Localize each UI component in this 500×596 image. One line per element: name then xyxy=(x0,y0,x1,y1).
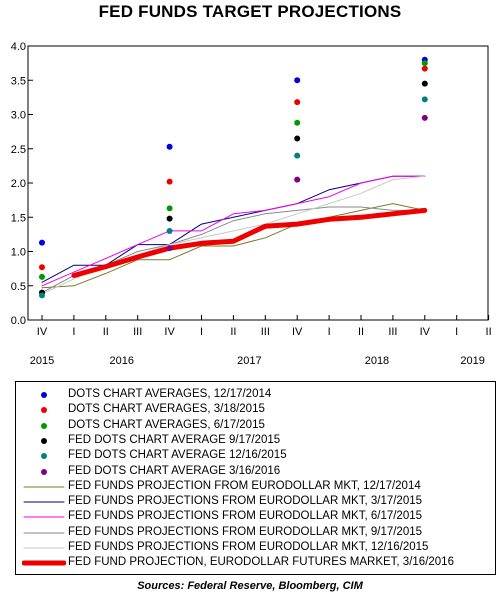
dot-point-series-4 xyxy=(166,215,173,222)
legend-item: DOTS CHART AVERAGES, 6/17/2015 xyxy=(16,418,495,434)
x-quarter-label: IV xyxy=(420,326,431,338)
legend-item: FED FUNDS PROJECTIONS FROM EURODOLLAR MK… xyxy=(16,494,495,510)
legend-dot-marker xyxy=(41,422,47,429)
y-tick-label: 4.0 xyxy=(11,41,26,53)
series-line-3 xyxy=(41,175,426,287)
legend-item: DOTS CHART AVERAGES, 3/18/2015 xyxy=(16,402,495,418)
chart-plot: 0.00.51.01.52.02.53.03.54.0 IV I II III IV I I… xyxy=(11,41,492,367)
legend-label: FED FUNDS PROJECTION FROM EURODOLLAR MKT… xyxy=(68,479,421,492)
legend-label: DOTS CHART AVERAGES, 12/17/2014 xyxy=(68,388,272,400)
legend-label: DOTS CHART AVERAGES, 6/17/2015 xyxy=(68,418,265,431)
dot-point-series-5 xyxy=(166,227,173,234)
legend-label: FED FUND PROJECTION, EURODOLLAR FUTURES … xyxy=(68,556,454,569)
legend-item: FED FUNDS PROJECTIONS FROM EURODOLLAR MK… xyxy=(16,525,495,541)
x-year-label: 2019 xyxy=(460,355,484,367)
legend-line-marker xyxy=(23,532,65,534)
legend-item: FED DOTS CHART AVERAGE 12/16/2015 xyxy=(16,448,495,464)
x-quarter-label: III xyxy=(388,326,397,338)
legend-item: FED FUNDS PROJECTIONS FROM EURODOLLAR MK… xyxy=(16,540,495,556)
x-year-label: 2016 xyxy=(110,355,134,367)
y-tick-label: 2.0 xyxy=(11,178,26,190)
legend-dot-marker xyxy=(41,453,47,460)
dot-point-series-6 xyxy=(294,176,301,183)
dot-point-series-2 xyxy=(421,65,428,72)
x-quarter-label: I xyxy=(72,326,75,338)
dot-series-group xyxy=(39,56,428,299)
dot-point-series-5 xyxy=(294,152,301,159)
dot-point-series-2 xyxy=(294,99,301,106)
dot-point-series-3 xyxy=(294,119,301,126)
dot-point-series-3 xyxy=(421,60,428,67)
dot-point-series-2 xyxy=(39,264,45,271)
legend-line-marker xyxy=(23,516,65,518)
legend-item: FED FUNDS PROJECTION FROM EURODOLLAR MKT… xyxy=(16,479,495,495)
x-quarter-label: II xyxy=(230,326,236,338)
dot-point-series-4 xyxy=(421,80,428,87)
dot-point-series-1 xyxy=(294,77,301,84)
legend-line-marker xyxy=(23,547,65,549)
chart-title: FED FUNDS TARGET PROJECTIONS xyxy=(98,2,402,21)
dot-point-series-6 xyxy=(421,114,428,121)
y-axis: 0.0 0.5 1.0 1.5 2.0 2.5 3.0 3.5 4.0 xyxy=(11,41,33,327)
dot-point-series-1 xyxy=(166,143,173,150)
y-tick-label: 2.5 xyxy=(11,144,26,156)
dot-point-series-3 xyxy=(39,273,45,280)
y-tick-label: 3.5 xyxy=(11,75,26,87)
legend-label: FED FUNDS PROJECTIONS FROM EURODOLLAR MK… xyxy=(68,541,429,553)
legend-item: FED DOTS CHART AVERAGE 3/16/2016 xyxy=(16,464,495,480)
legend-item: FED FUND PROJECTION, EURODOLLAR FUTURES … xyxy=(16,555,495,571)
legend-dot-marker xyxy=(41,468,47,475)
dot-point-series-5 xyxy=(421,96,428,103)
plot-frame xyxy=(27,45,489,321)
legend-line-marker xyxy=(23,501,65,503)
legend-item: FED DOTS CHART AVERAGE 9/17/2015 xyxy=(16,433,495,449)
legend-label: DOTS CHART AVERAGES, 3/18/2015 xyxy=(68,403,265,416)
y-tick-label: 0.5 xyxy=(11,281,26,293)
x-quarter-label: II xyxy=(103,326,109,338)
legend-label: FED FUNDS PROJECTIONS FROM EURODOLLAR MK… xyxy=(68,525,423,538)
legend-line-marker xyxy=(23,486,65,488)
y-tick-label: 1.0 xyxy=(11,247,26,259)
legend-label: FED DOTS CHART AVERAGE 3/16/2016 xyxy=(68,464,281,477)
y-tick-label: 0.0 xyxy=(11,315,26,327)
x-quarter-label: I xyxy=(328,326,331,338)
line-series-group xyxy=(41,175,428,295)
dot-point-series-3 xyxy=(166,205,173,212)
source-note: Sources: Federal Reserve, Bloomberg, CIM xyxy=(137,580,363,592)
legend-label: FED DOTS CHART AVERAGE 12/16/2015 xyxy=(68,449,287,462)
x-quarter-label: II xyxy=(486,326,492,338)
x-year-label: 2015 xyxy=(30,355,54,367)
legend-dot-marker xyxy=(41,407,47,414)
series-line-1 xyxy=(41,203,426,289)
x-year-label: 2018 xyxy=(365,355,389,367)
legend-item: FED FUNDS PROJECTIONS FROM EURODOLLAR MK… xyxy=(16,509,495,525)
legend-dot-marker xyxy=(41,392,47,398)
legend-item: DOTS CHART AVERAGES, 12/17/2014 xyxy=(16,387,495,403)
x-quarter-label: I xyxy=(455,326,458,338)
x-quarter-label: I xyxy=(200,326,203,338)
series-line-6 xyxy=(71,207,428,278)
legend-label: FED DOTS CHART AVERAGE 9/17/2015 xyxy=(68,433,281,446)
dot-point-series-1 xyxy=(39,239,45,246)
legend-label: FED FUNDS PROJECTIONS FROM EURODOLLAR MK… xyxy=(68,510,423,523)
y-tick-label: 3.0 xyxy=(11,110,26,122)
dot-point-series-4 xyxy=(294,135,301,142)
x-quarter-label: III xyxy=(133,326,142,338)
dot-point-series-2 xyxy=(166,178,173,185)
x-quarter-label: III xyxy=(261,326,270,338)
x-year-label: 2017 xyxy=(237,355,261,367)
x-quarter-label: IV xyxy=(164,326,175,338)
legend-label: FED FUNDS PROJECTIONS FROM EURODOLLAR MK… xyxy=(68,495,423,508)
y-tick-label: 1.5 xyxy=(11,212,26,224)
legend-dot-marker xyxy=(41,437,47,444)
x-quarter-label: II xyxy=(358,326,364,338)
x-quarter-label: IV xyxy=(37,326,48,338)
x-quarter-label: IV xyxy=(292,326,303,338)
dot-point-series-6 xyxy=(166,245,173,252)
dot-point-series-5 xyxy=(39,292,45,299)
legend-line-marker xyxy=(22,560,66,566)
chart-legend: DOTS CHART AVERAGES, 12/17/2014 DOTS CHAR… xyxy=(15,381,496,575)
